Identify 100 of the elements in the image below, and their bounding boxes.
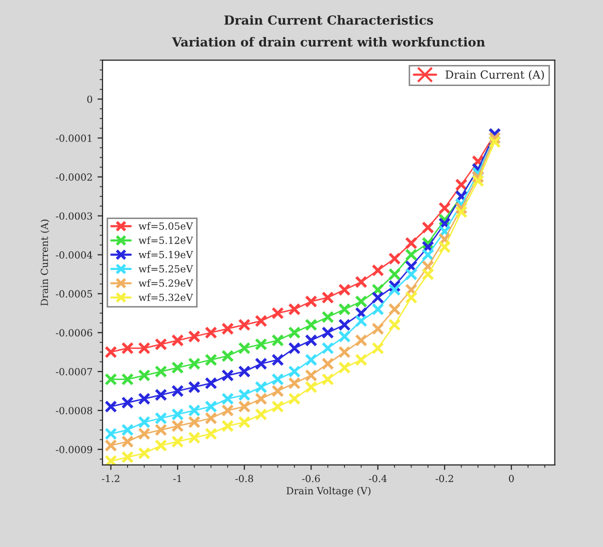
point xyxy=(322,326,334,339)
point xyxy=(338,284,351,296)
point xyxy=(188,358,201,370)
point xyxy=(422,268,434,280)
point xyxy=(171,420,184,432)
point xyxy=(104,400,118,413)
point xyxy=(188,380,201,394)
x-tick-label: -1.2 xyxy=(102,474,120,482)
legend-label: wf=5.12eV xyxy=(138,236,194,244)
point xyxy=(221,392,234,406)
point xyxy=(288,303,301,316)
point xyxy=(138,369,150,382)
x-tick-label: -0.4 xyxy=(368,474,387,482)
legend-label: wf=5.32eV xyxy=(138,294,194,302)
point xyxy=(171,408,184,421)
point xyxy=(204,354,218,366)
point xyxy=(254,380,268,394)
point xyxy=(288,392,301,406)
point xyxy=(104,428,118,440)
chart-title: Drain Current Characteristics xyxy=(224,15,434,25)
point xyxy=(254,338,268,351)
point xyxy=(188,330,201,343)
point xyxy=(338,330,351,343)
point xyxy=(288,365,301,378)
point xyxy=(138,416,150,428)
point xyxy=(404,248,418,262)
point xyxy=(154,338,168,351)
point xyxy=(238,400,251,413)
point xyxy=(455,206,468,218)
y-tick-label: -0.0009 xyxy=(56,446,92,454)
point xyxy=(372,264,384,277)
y-tick-label: -0.0007 xyxy=(56,368,92,376)
point xyxy=(138,447,150,460)
point xyxy=(354,314,368,328)
point xyxy=(204,400,218,413)
point xyxy=(221,322,234,335)
point xyxy=(121,373,134,386)
point xyxy=(188,416,201,428)
point xyxy=(438,202,451,214)
point xyxy=(104,454,118,465)
point xyxy=(354,354,368,366)
point xyxy=(171,334,184,347)
point xyxy=(221,404,234,417)
chart-subtitle: Variation of drain current with workfunction xyxy=(172,36,485,47)
y-axis-title: Drain Current (A) xyxy=(40,220,50,306)
point xyxy=(254,358,268,370)
point xyxy=(354,334,368,347)
legend-label: wf=5.25eV xyxy=(138,264,194,273)
point xyxy=(388,284,401,296)
y-tick-label: -0.0006 xyxy=(56,329,92,336)
point xyxy=(388,268,401,280)
point xyxy=(154,424,168,436)
y-tick-label: 0 xyxy=(87,96,92,103)
point xyxy=(322,310,334,324)
point xyxy=(404,291,418,304)
point xyxy=(288,376,301,390)
point xyxy=(372,342,384,354)
point xyxy=(121,396,134,409)
legend-label: wf=5.05eV xyxy=(138,222,194,230)
point xyxy=(204,428,218,440)
y-tick-label: -0.0005 xyxy=(56,290,92,298)
point xyxy=(488,136,501,148)
point xyxy=(238,342,251,354)
point xyxy=(204,412,218,424)
point xyxy=(121,435,134,448)
point xyxy=(154,388,168,402)
point xyxy=(388,303,401,316)
point xyxy=(188,404,201,417)
point xyxy=(271,354,284,366)
point xyxy=(138,428,150,440)
point xyxy=(171,361,184,374)
point xyxy=(138,392,150,406)
point xyxy=(455,178,468,191)
point xyxy=(171,435,184,448)
point xyxy=(271,306,284,320)
point xyxy=(372,322,384,335)
y-tick-label: -0.0003 xyxy=(56,212,92,220)
point xyxy=(388,318,401,332)
y-tick-label: -0.0001 xyxy=(56,134,92,142)
point xyxy=(288,342,301,354)
point xyxy=(271,334,284,347)
point xyxy=(154,412,168,424)
point xyxy=(204,326,218,339)
point xyxy=(404,236,418,250)
point xyxy=(338,346,351,358)
point xyxy=(338,361,351,374)
y-tick-label: -0.0002 xyxy=(56,173,92,181)
point xyxy=(322,291,334,304)
point xyxy=(238,416,251,428)
point xyxy=(404,268,418,280)
point xyxy=(188,431,201,444)
point xyxy=(154,365,168,378)
point xyxy=(104,373,118,386)
x-tick-label: -1 xyxy=(173,474,181,482)
point xyxy=(271,400,284,413)
point xyxy=(372,291,384,304)
x-tick-label: -0.2 xyxy=(436,474,454,482)
point xyxy=(304,318,318,332)
point xyxy=(304,369,318,382)
point xyxy=(388,252,401,265)
